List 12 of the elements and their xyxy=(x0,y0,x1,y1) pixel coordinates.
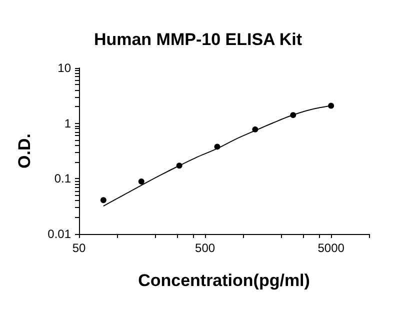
y-tick-label: 0.1 xyxy=(54,172,72,186)
x-tick-label: 50 xyxy=(72,241,86,255)
point xyxy=(138,178,144,184)
x-tick-label: 500 xyxy=(195,241,216,255)
x-axis-title: Concentration(pg/ml) xyxy=(138,271,310,290)
y-axis-title: O.D. xyxy=(15,134,34,168)
point xyxy=(100,197,106,204)
y-tick-label: 1 xyxy=(64,116,72,130)
y-tick-label: 10 xyxy=(58,61,72,75)
x-tick-label: 5000 xyxy=(318,241,345,255)
y-tick-label: 0.01 xyxy=(48,227,72,241)
chart-title: Human MMP-10 ELISA Kit xyxy=(94,30,302,49)
